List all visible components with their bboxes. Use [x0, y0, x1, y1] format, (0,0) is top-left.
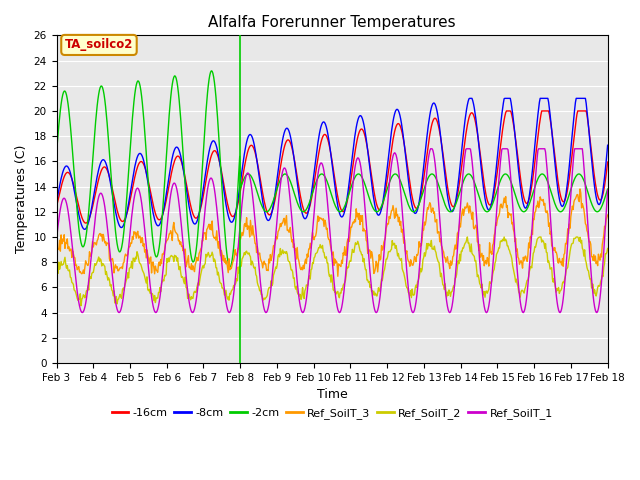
-2cm: [120, 234, 127, 240]
Ref_SoilT_3: [334, 274, 342, 279]
-8cm: [400, 137, 408, 143]
Ref_SoilT_3: [576, 186, 584, 192]
-8cm: [466, 96, 474, 101]
Line: Ref_SoilT_2: Ref_SoilT_2: [56, 237, 607, 306]
Line: Ref_SoilT_1: Ref_SoilT_1: [56, 149, 607, 312]
Ref_SoilT_3: [175, 238, 183, 243]
-2cm: [417, 197, 424, 203]
-16cm: [604, 159, 611, 165]
-8cm: [120, 221, 128, 227]
Ref_SoilT_2: [52, 270, 60, 276]
-2cm: [226, 264, 234, 270]
Ref_SoilT_1: [204, 182, 212, 188]
Ref_SoilT_1: [52, 236, 60, 242]
-8cm: [176, 150, 184, 156]
Ref_SoilT_1: [604, 187, 611, 193]
Ref_SoilT_1: [446, 310, 454, 315]
-16cm: [205, 162, 213, 168]
Ref_SoilT_1: [399, 218, 407, 224]
Ref_SoilT_2: [176, 264, 184, 269]
Ref_SoilT_3: [204, 223, 212, 229]
Ref_SoilT_1: [175, 202, 183, 207]
X-axis label: Time: Time: [317, 388, 348, 401]
-16cm: [63, 170, 70, 176]
Ref_SoilT_3: [52, 241, 60, 247]
Ref_SoilT_2: [205, 252, 213, 258]
-2cm: [604, 186, 611, 192]
-16cm: [82, 220, 90, 226]
-8cm: [416, 195, 424, 201]
Text: TA_soilco2: TA_soilco2: [65, 38, 133, 51]
Ref_SoilT_3: [416, 244, 424, 250]
Ref_SoilT_1: [63, 200, 70, 206]
Ref_SoilT_3: [400, 240, 408, 246]
-16cm: [52, 204, 60, 209]
-8cm: [604, 143, 611, 148]
Ref_SoilT_2: [77, 303, 85, 309]
Ref_SoilT_3: [120, 260, 127, 266]
-16cm: [176, 155, 184, 161]
Legend: -16cm, -8cm, -2cm, Ref_SoilT_3, Ref_SoilT_2, Ref_SoilT_1: -16cm, -8cm, -2cm, Ref_SoilT_3, Ref_Soil…: [107, 403, 557, 423]
-2cm: [401, 191, 408, 196]
Ref_SoilT_1: [120, 295, 127, 301]
Ref_SoilT_2: [416, 270, 424, 276]
-16cm: [502, 108, 510, 114]
Ref_SoilT_1: [415, 269, 423, 275]
-16cm: [120, 218, 128, 224]
Ref_SoilT_2: [400, 270, 408, 276]
Line: -2cm: -2cm: [56, 71, 607, 267]
-2cm: [175, 97, 183, 103]
Y-axis label: Temperatures (C): Temperatures (C): [15, 145, 28, 253]
Line: Ref_SoilT_3: Ref_SoilT_3: [56, 189, 607, 276]
-2cm: [52, 150, 60, 156]
-8cm: [81, 227, 89, 232]
Line: -16cm: -16cm: [56, 111, 607, 223]
Ref_SoilT_2: [604, 246, 611, 252]
-2cm: [63, 92, 70, 98]
Ref_SoilT_2: [63, 265, 70, 271]
-8cm: [63, 163, 70, 169]
Ref_SoilT_2: [463, 234, 471, 240]
Ref_SoilT_2: [120, 287, 128, 293]
-8cm: [52, 200, 60, 205]
Title: Alfalfa Forerunner Temperatures: Alfalfa Forerunner Temperatures: [208, 15, 456, 30]
Ref_SoilT_3: [604, 212, 611, 218]
Ref_SoilT_3: [63, 240, 70, 246]
-8cm: [205, 149, 213, 155]
-16cm: [400, 138, 408, 144]
-2cm: [204, 83, 212, 88]
Line: -8cm: -8cm: [56, 98, 607, 229]
Ref_SoilT_1: [427, 146, 435, 152]
-16cm: [416, 198, 424, 204]
-2cm: [207, 68, 215, 74]
